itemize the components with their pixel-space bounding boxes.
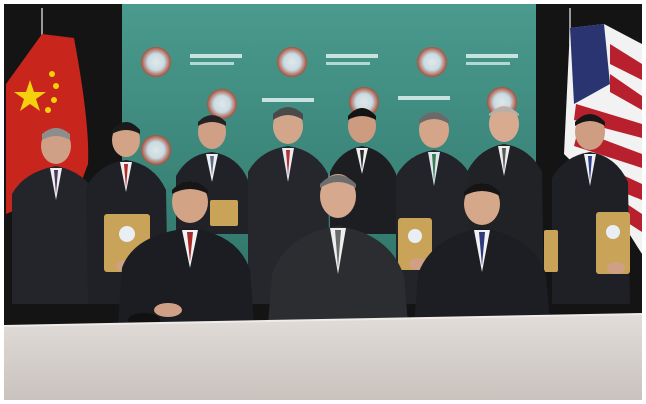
award-plaques xyxy=(104,200,630,274)
group-photo xyxy=(4,4,642,400)
table xyxy=(4,314,642,400)
backdrop-logos xyxy=(141,47,518,165)
front-row xyxy=(118,174,550,327)
photo-scene xyxy=(4,4,642,400)
